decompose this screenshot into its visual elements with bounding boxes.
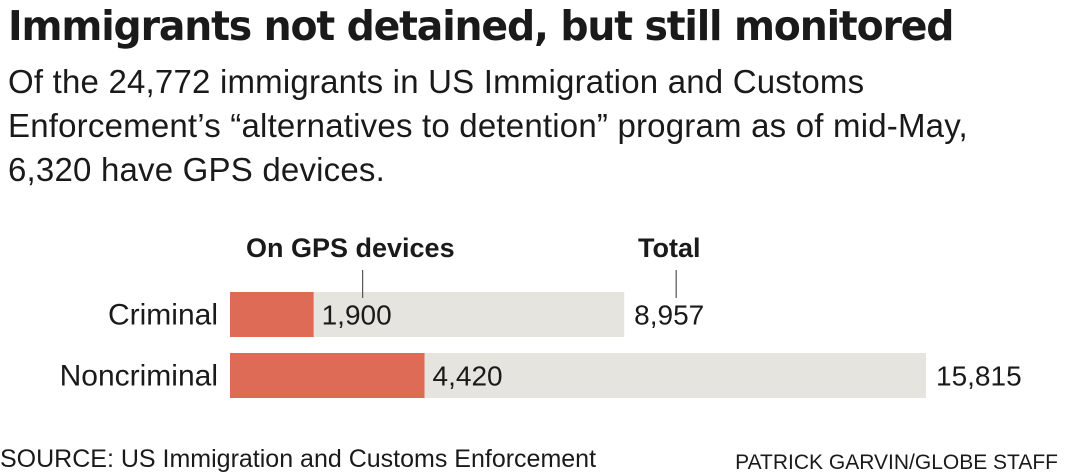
bar-chart: On GPS devices Total Criminal 1,900 8,957 Non… <box>60 233 1022 398</box>
bar-gps-noncriminal <box>230 353 425 398</box>
legend-label-total: Total <box>638 233 701 263</box>
bar-gps-criminal <box>230 292 314 337</box>
staff-credit: PATRICK GARVIN/GLOBE STAFF <box>735 451 1058 474</box>
chart-title: Immigrants not detained, but still monit… <box>8 2 954 50</box>
value-label-total-noncriminal: 15,815 <box>936 361 1022 392</box>
legend-label-gps: On GPS devices <box>246 233 455 263</box>
source-note: SOURCE: US Immigration and Customs Enfor… <box>0 445 597 473</box>
value-label-gps-noncriminal: 4,420 <box>433 361 503 392</box>
value-label-gps-criminal: 1,900 <box>322 300 392 331</box>
value-label-total-criminal: 8,957 <box>634 300 704 331</box>
category-label-noncriminal: Noncriminal <box>60 360 218 393</box>
category-label-criminal: Criminal <box>108 299 218 332</box>
chart-subtitle: Of the 24,772 immigrants in US Immigrati… <box>8 63 968 188</box>
